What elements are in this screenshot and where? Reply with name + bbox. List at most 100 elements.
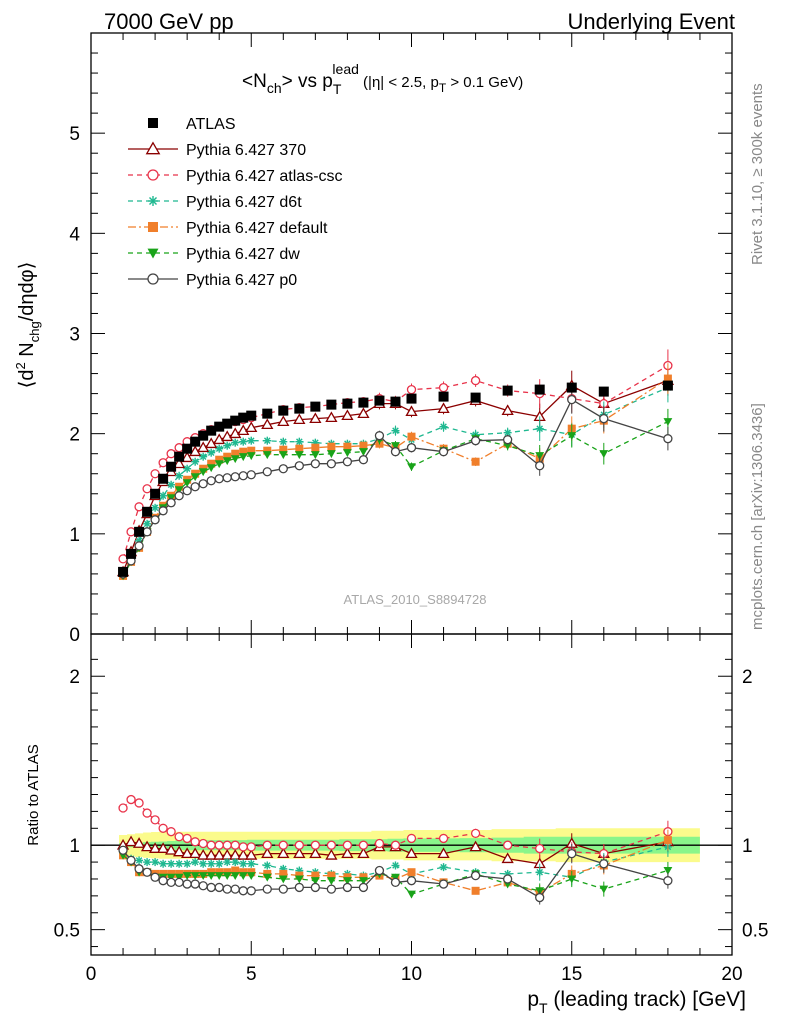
ylabel-part-2: N [16, 342, 38, 362]
point-d6t [503, 428, 512, 437]
ratio-point-d6t [151, 858, 160, 867]
ratio-point-p0 [118, 845, 128, 855]
series-line-p0 [122, 398, 669, 575]
point-d6t [439, 422, 448, 431]
point-atlas [374, 395, 385, 406]
point-d6t [159, 491, 168, 500]
ratio-point-dw [294, 875, 304, 884]
point-d6t [167, 480, 176, 489]
point-dw [567, 432, 577, 441]
ratio-point-p0 [246, 886, 256, 896]
ratio-point-atlas_csc [535, 843, 545, 854]
ratio-point-p0 [406, 876, 417, 886]
ratio-point-atlas_csc [206, 840, 216, 850]
point-d6t [535, 424, 544, 433]
ratio-ylabel: Ratio to ATLAS [25, 744, 42, 845]
point-dw [407, 463, 416, 472]
point-atlas_csc [470, 375, 481, 386]
ratio-point-atlas_csc [438, 833, 449, 844]
ratio-point-d6t [231, 858, 240, 867]
point-d6t [391, 426, 400, 435]
ratio-point-atlas_csc [374, 838, 385, 849]
ratio-point-dw [222, 872, 232, 880]
point-p0 [326, 459, 337, 469]
ratio-point-p0 [150, 872, 160, 882]
ratio-point-p370 [140, 840, 154, 852]
ratio-point-p0 [390, 877, 401, 888]
ratio-point-atlas_csc [190, 837, 200, 847]
point-atlas [502, 385, 513, 396]
point-d6t [279, 437, 288, 446]
point-p370 [293, 413, 306, 425]
point-default [295, 444, 304, 453]
ratio-point-default [231, 866, 240, 875]
point-p0 [535, 461, 545, 471]
ratio-point-p0 [206, 882, 216, 893]
ratio-point-p0 [567, 848, 577, 859]
xtick-label: 5 [246, 964, 257, 985]
point-p370 [325, 411, 338, 423]
ratio-point-p370 [181, 847, 194, 859]
legend-marker-dw [147, 248, 159, 259]
point-p370 [309, 412, 322, 424]
point-atlas [470, 392, 481, 403]
point-p0 [238, 471, 248, 481]
title-part-4: > 0.1 GeV) [446, 74, 523, 91]
point-p0 [246, 470, 256, 480]
legend-label-d6t: Pythia 6.427 d6t [186, 194, 302, 211]
point-atlas [662, 380, 673, 391]
point-dw [326, 450, 336, 459]
ratio-point-d6t [535, 868, 544, 877]
ratio-point-dw [238, 872, 248, 880]
point-default [279, 445, 288, 454]
ratio-point-d6t [175, 859, 184, 868]
point-p0 [502, 435, 513, 445]
point-atlas_csc [406, 384, 417, 395]
x-axis-label: pT (leading track) [GeV] [527, 988, 746, 1016]
point-atlas [438, 391, 449, 402]
point-default [471, 457, 480, 466]
legend-marker-atlas_csc [147, 169, 159, 181]
point-dw [214, 460, 224, 469]
point-atlas [238, 412, 249, 423]
point-atlas [126, 548, 137, 559]
legend-label-default: Pythia 6.427 default [186, 220, 328, 237]
ratio-point-atlas_csc [470, 828, 481, 839]
ratio-point-p370 [205, 849, 218, 860]
point-p370 [501, 404, 514, 416]
point-p370 [221, 430, 234, 442]
point-p0 [567, 394, 577, 405]
header-left: 7000 GeV pp [104, 9, 234, 34]
ratio-point-p0 [502, 874, 513, 884]
point-dw [206, 464, 216, 473]
xtick-label: 20 [721, 964, 742, 985]
ratio-point-p0 [374, 865, 385, 876]
ratio-point-p0 [310, 882, 321, 893]
ratio-point-p370 [293, 847, 306, 859]
xlabel-p: p [527, 988, 539, 1011]
point-atlas [190, 436, 201, 447]
ratio-point-p370 [437, 847, 450, 859]
point-dw [190, 473, 200, 482]
point-atlas [342, 398, 353, 409]
ratio-point-p0 [126, 855, 136, 866]
point-dw [262, 451, 272, 460]
ratio-point-d6t [167, 859, 176, 868]
point-default [263, 446, 272, 455]
point-dw [238, 453, 248, 462]
ratio-point-atlas_csc [342, 840, 353, 850]
point-atlas [150, 488, 161, 499]
point-atlas_csc [158, 458, 168, 468]
point-p0 [470, 436, 481, 446]
ratio-point-p0 [158, 876, 168, 886]
ratio-point-atlas_csc [166, 827, 176, 837]
ratio-point-d6t [207, 859, 216, 868]
legend-marker-atlas [148, 118, 158, 128]
point-default [343, 442, 352, 451]
main-ytick-label: 3 [69, 325, 80, 346]
ratio-point-p0 [166, 877, 176, 888]
rivet-label: Rivet 3.1.10, ≥ 300k events [749, 83, 766, 265]
point-dw [230, 455, 240, 464]
point-default [223, 452, 232, 461]
point-d6t [215, 444, 224, 453]
